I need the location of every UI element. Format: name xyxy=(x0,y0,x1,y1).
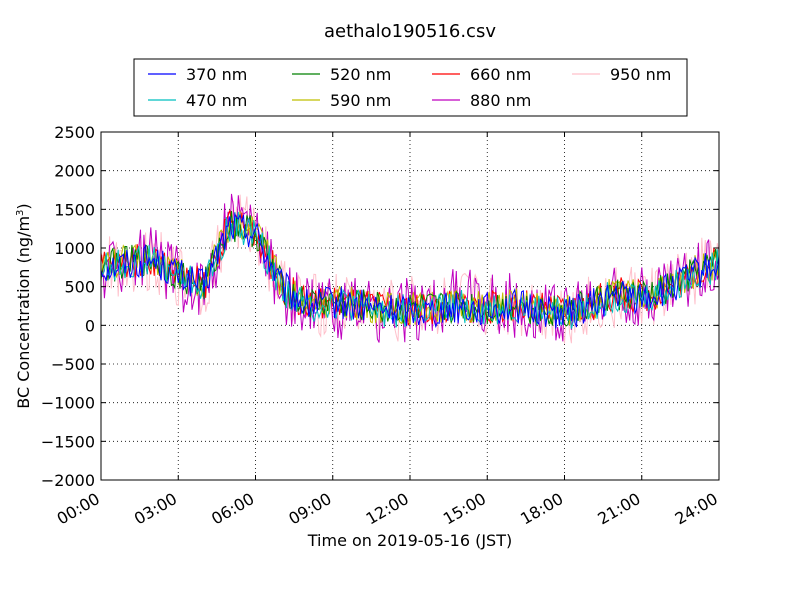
y-axis-label: BC Concentration (ng/m3) xyxy=(14,203,33,408)
x-tick-label: 06:00 xyxy=(208,489,257,529)
y-tick-label: 0 xyxy=(85,316,95,335)
x-tick-label: 12:00 xyxy=(363,489,412,529)
x-tick-label: 21:00 xyxy=(594,489,643,529)
plot-series xyxy=(101,193,719,344)
y-axis-label-sup: 3 xyxy=(15,210,26,216)
x-axis: 00:00 03:00 06:00 09:00 12:00 15:00 18:00 21:00… xyxy=(54,132,721,529)
y-tick-label: −1000 xyxy=(41,394,95,413)
x-tick-label: 18:00 xyxy=(517,489,566,529)
x-tick-label: 03:00 xyxy=(131,489,180,529)
y-tick-label: −500 xyxy=(51,355,95,374)
legend-label: 470 nm xyxy=(186,91,247,110)
legend-label: 950 nm xyxy=(610,65,671,84)
y-tick-label: 500 xyxy=(64,278,95,297)
legend-label: 520 nm xyxy=(330,65,391,84)
series-line xyxy=(101,210,719,327)
x-tick-label: 00:00 xyxy=(54,489,103,529)
y-tick-label: −2000 xyxy=(41,471,95,490)
y-axis: 2500 2000 1500 1000 500 0 −500 −1000 −1500 −2000 xyxy=(41,123,719,490)
series-line xyxy=(101,212,719,329)
legend-frame xyxy=(133,58,688,117)
legend-label: 370 nm xyxy=(186,65,247,84)
y-tick-label: 1000 xyxy=(54,239,95,258)
series-line xyxy=(101,211,719,326)
x-tick-label: 09:00 xyxy=(285,489,334,529)
series-line xyxy=(101,211,719,329)
chart-title: aethalo190516.csv xyxy=(324,21,496,42)
y-axis-label-main: BC Concentration (ng/m xyxy=(14,216,33,409)
legend-label: 590 nm xyxy=(330,91,391,110)
x-axis-label: Time on 2019-05-16 (JST) xyxy=(307,531,512,550)
legend-label: 880 nm xyxy=(470,91,531,110)
legend-label: 660 nm xyxy=(470,65,531,84)
x-tick-label: 24:00 xyxy=(672,489,721,529)
y-axis-label-close: ) xyxy=(14,203,33,209)
x-tick-label: 15:00 xyxy=(440,489,489,529)
y-tick-label: 2500 xyxy=(54,123,95,142)
y-tick-label: 2000 xyxy=(54,162,95,181)
legend: 370 nm 470 nm 520 nm 590 nm 660 nm 880 nm 950 … xyxy=(133,58,688,117)
y-tick-label: 1500 xyxy=(54,200,95,219)
y-tick-label: −1500 xyxy=(41,432,95,451)
